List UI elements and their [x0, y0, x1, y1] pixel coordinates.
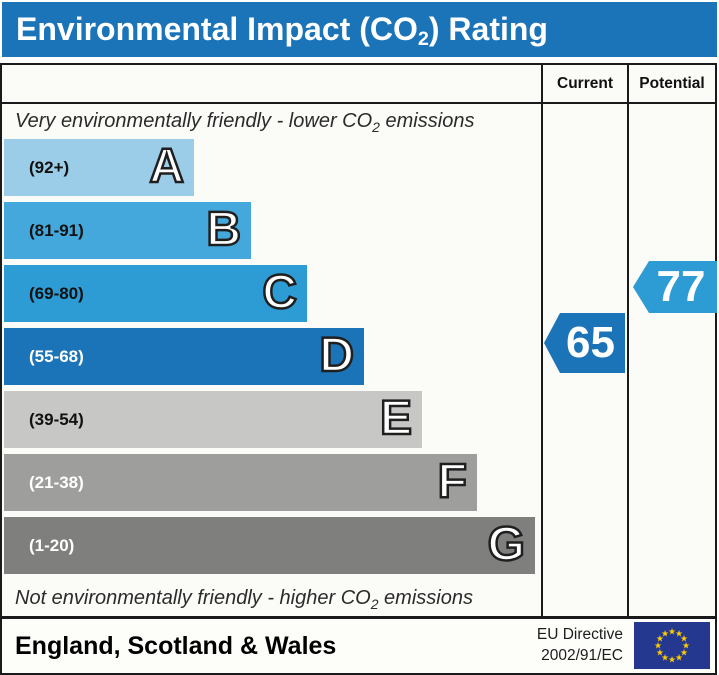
svg-text:★: ★ — [675, 654, 683, 664]
band-d-bar: (55-68) D — [4, 328, 364, 385]
band-row-b: (81-91) B — [4, 202, 539, 265]
band-d-range: (55-68) — [29, 347, 84, 366]
header-divider-line — [2, 102, 715, 104]
potential-column-divider — [627, 65, 629, 616]
bottom-caption-text: Not environmentally friendly - higher CO — [15, 587, 371, 609]
eu-directive-label: EU Directive 2002/91/EC — [537, 625, 623, 667]
band-row-g: (1-20) G — [4, 517, 539, 580]
band-f-range: (21-38) — [29, 473, 84, 492]
band-f-letter: F — [436, 454, 468, 510]
band-row-a: (92+) A — [4, 139, 539, 202]
rating-table: Current Potential Very environmentally f… — [0, 63, 717, 618]
footer-bar: England, Scotland & Wales EU Directive 2… — [0, 617, 717, 675]
potential-rating-value: 77 — [656, 262, 706, 311]
current-rating-marker: 65 — [544, 313, 625, 373]
band-e-letter: E — [379, 391, 414, 447]
band-row-e: (39-54) E — [4, 391, 539, 454]
region-label: England, Scotland & Wales — [15, 632, 337, 660]
svg-text:★: ★ — [656, 649, 664, 659]
top-caption-subscript: 2 — [372, 119, 380, 135]
eu-directive-line1: EU Directive — [536, 626, 623, 644]
band-f-bar: (21-38) F — [4, 454, 477, 511]
band-row-c: (69-80) C — [4, 265, 539, 328]
chart-title-subscript: 2 — [417, 27, 429, 50]
band-b-letter: B — [205, 202, 242, 258]
band-d-letter: D — [318, 328, 355, 384]
band-row-d: (55-68) D — [4, 328, 539, 391]
svg-text:★: ★ — [682, 642, 690, 652]
band-b-bar: (81-91) B — [4, 202, 251, 259]
potential-column-header: Potential — [639, 75, 705, 92]
svg-text:★: ★ — [668, 628, 676, 638]
band-row-f: (21-38) F — [4, 454, 539, 517]
svg-text:★: ★ — [680, 635, 688, 645]
bottom-caption: Not environmentally friendly - higher CO… — [15, 580, 473, 616]
svg-text:★: ★ — [675, 629, 683, 639]
svg-text:★: ★ — [668, 656, 676, 666]
band-c-letter: C — [261, 265, 298, 321]
chart-title-bar: Environmental Impact (CO2) Rating — [2, 2, 717, 57]
eu-flag-icon: ★ ★ ★ ★ ★ ★ ★ ★ ★ ★ ★ ★ — [634, 622, 710, 669]
band-a-bar: (92+) A — [4, 139, 194, 196]
band-e-range: (39-54) — [29, 410, 84, 429]
potential-rating-marker: 77 — [633, 261, 717, 313]
bottom-caption-text-end: emissions — [378, 587, 473, 609]
eu-directive-line2: 2002/91/EC — [541, 647, 623, 664]
band-g-range: (1-20) — [29, 536, 75, 555]
top-caption-text: Very environmentally friendly - lower CO — [15, 110, 373, 132]
current-rating-value: 65 — [566, 318, 615, 367]
band-e-bar: (39-54) E — [4, 391, 422, 448]
band-b-range: (81-91) — [29, 221, 84, 240]
svg-text:★: ★ — [654, 642, 662, 652]
band-c-bar: (69-80) C — [4, 265, 307, 322]
svg-text:★: ★ — [661, 629, 669, 639]
band-a-letter: A — [148, 139, 185, 195]
band-g-letter: G — [486, 517, 526, 573]
top-caption: Very environmentally friendly - lower CO… — [15, 104, 474, 139]
band-a-range: (92+) — [29, 158, 70, 177]
current-column-divider — [541, 65, 543, 616]
svg-text:★: ★ — [661, 654, 669, 664]
band-c-range: (69-80) — [29, 284, 84, 303]
chart-title-text-end: ) Rating — [428, 11, 548, 47]
band-g-bar: (1-20) G — [4, 517, 535, 574]
top-caption-text-end: emissions — [379, 110, 475, 132]
svg-text:★: ★ — [680, 649, 688, 659]
current-column-header: Current — [557, 75, 613, 92]
rating-bands: (92+) A (81-91) B (69-80) C (55-68) — [4, 139, 539, 580]
svg-text:★: ★ — [656, 635, 664, 645]
bottom-caption-subscript: 2 — [370, 596, 379, 612]
chart-title-text: Environmental Impact (CO — [16, 11, 418, 47]
